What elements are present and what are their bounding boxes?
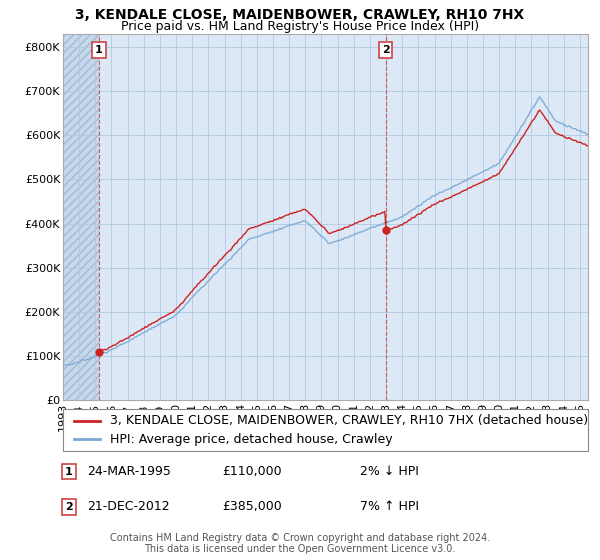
Text: 2: 2 [65,502,73,512]
FancyBboxPatch shape [63,409,588,451]
Text: 3, KENDALE CLOSE, MAIDENBOWER, CRAWLEY, RH10 7HX: 3, KENDALE CLOSE, MAIDENBOWER, CRAWLEY, … [76,8,524,22]
Text: Price paid vs. HM Land Registry's House Price Index (HPI): Price paid vs. HM Land Registry's House … [121,20,479,32]
Text: 3, KENDALE CLOSE, MAIDENBOWER, CRAWLEY, RH10 7HX (detached house): 3, KENDALE CLOSE, MAIDENBOWER, CRAWLEY, … [110,414,589,427]
Text: £385,000: £385,000 [222,500,282,514]
Text: 1: 1 [65,466,73,477]
Text: £110,000: £110,000 [222,465,281,478]
Text: 2% ↓ HPI: 2% ↓ HPI [360,465,419,478]
Text: 1: 1 [95,45,103,55]
Text: 2: 2 [382,45,389,55]
Bar [63,34,99,400]
Text: Contains HM Land Registry data © Crown copyright and database right 2024.
This d: Contains HM Land Registry data © Crown c… [110,533,490,554]
Text: HPI: Average price, detached house, Crawley: HPI: Average price, detached house, Craw… [110,432,393,446]
Text: 7% ↑ HPI: 7% ↑ HPI [360,500,419,514]
Text: 24-MAR-1995: 24-MAR-1995 [87,465,171,478]
Text: 21-DEC-2012: 21-DEC-2012 [87,500,170,514]
